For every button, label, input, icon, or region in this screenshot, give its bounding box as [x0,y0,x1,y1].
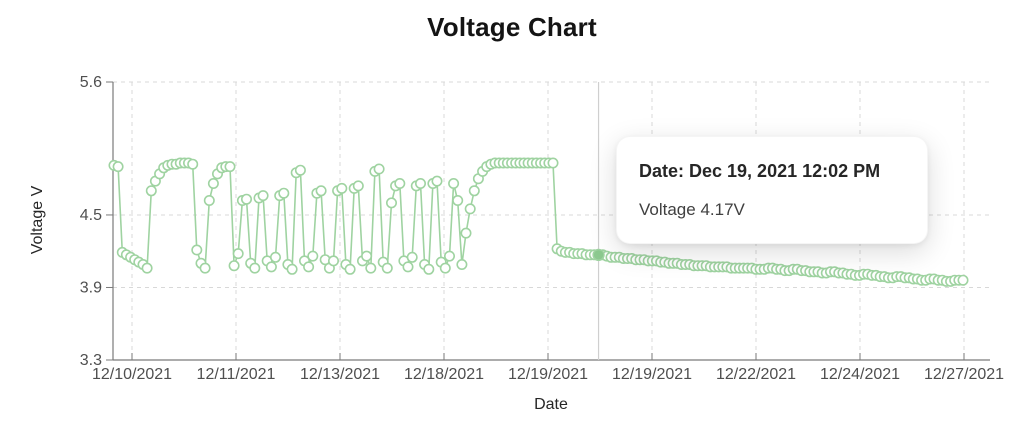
data-point-marker[interactable] [257,190,269,202]
x-tick-label: 12/11/2021 [197,366,276,383]
y-tick-label: 3.3 [80,352,102,369]
data-point-marker[interactable] [439,262,451,274]
data-point-marker[interactable] [241,193,253,205]
x-tick-label: 12/13/2021 [300,366,380,383]
x-tick-label: 12/18/2021 [404,366,484,383]
data-point-marker[interactable] [286,263,298,275]
data-point-marker[interactable] [294,164,306,176]
data-point-marker[interactable] [443,250,455,262]
x-tick-label: 12/10/2021 [92,366,172,383]
data-point-marker[interactable] [327,255,339,267]
data-point-marker[interactable] [394,178,406,190]
data-point-marker[interactable] [468,185,480,197]
chart-title: Voltage Chart [427,12,597,42]
data-point-marker[interactable] [352,180,364,192]
tooltip-voltage: Voltage 4.17V [639,200,745,219]
x-tick-label: 12/19/2021 [612,366,692,383]
y-axis-title: Voltage V [29,185,46,255]
y-tick-label: 5.6 [80,74,102,91]
data-point-marker[interactable] [460,227,472,239]
data-point-marker[interactable] [547,157,559,169]
y-tick-label: 3.9 [80,279,102,296]
data-point-marker[interactable] [957,274,969,286]
data-point-marker[interactable] [452,195,464,207]
data-point-marker[interactable] [344,263,356,275]
data-point-marker[interactable] [141,262,153,274]
data-point-marker[interactable] [199,262,211,274]
data-point-marker[interactable] [423,263,435,275]
data-point-marker[interactable] [228,260,240,272]
data-point-marker[interactable] [406,251,418,263]
x-tick-label: 12/19/2021 [508,366,588,383]
data-point-marker[interactable] [361,250,373,262]
data-point-marker[interactable] [456,258,468,270]
data-point-marker[interactable] [402,261,414,273]
x-tick-label: 12/22/2021 [716,366,796,383]
data-point-marker[interactable] [232,248,244,260]
data-point-marker[interactable] [187,158,199,170]
data-point-marker[interactable] [414,178,426,190]
x-tick-label: 12/27/2021 [924,366,1004,383]
tooltip: Date: Dec 19, 2021 12:02 PM Voltage 4.17… [616,136,928,244]
data-point-marker[interactable] [336,182,348,194]
data-point-marker[interactable] [278,187,290,199]
data-point-marker[interactable] [224,161,236,173]
data-point-marker[interactable] [303,261,315,273]
data-point-marker[interactable] [191,244,203,256]
data-point-marker[interactable] [365,262,377,274]
data-point-marker[interactable] [269,251,281,263]
data-point-marker[interactable] [145,185,157,197]
data-point-marker[interactable] [385,197,397,209]
y-tick-label: 4.5 [80,207,102,224]
data-point-marker[interactable] [203,195,215,207]
data-point-marker[interactable] [315,185,327,197]
data-point-marker[interactable] [381,262,393,274]
data-point-marker[interactable] [112,161,124,173]
data-point-marker[interactable] [307,250,319,262]
data-point-marker[interactable] [464,203,476,215]
selected-point[interactable] [592,248,605,261]
data-point-marker[interactable] [431,175,443,187]
x-axis-title: Date [534,396,568,413]
x-tick-label: 12/24/2021 [820,366,900,383]
data-point-marker[interactable] [249,262,261,274]
data-point-marker[interactable] [265,261,277,273]
data-point-marker[interactable] [207,178,219,190]
data-point-marker[interactable] [373,163,385,175]
data-point-marker[interactable] [448,178,460,190]
tooltip-date: Date: Dec 19, 2021 12:02 PM [639,161,881,181]
